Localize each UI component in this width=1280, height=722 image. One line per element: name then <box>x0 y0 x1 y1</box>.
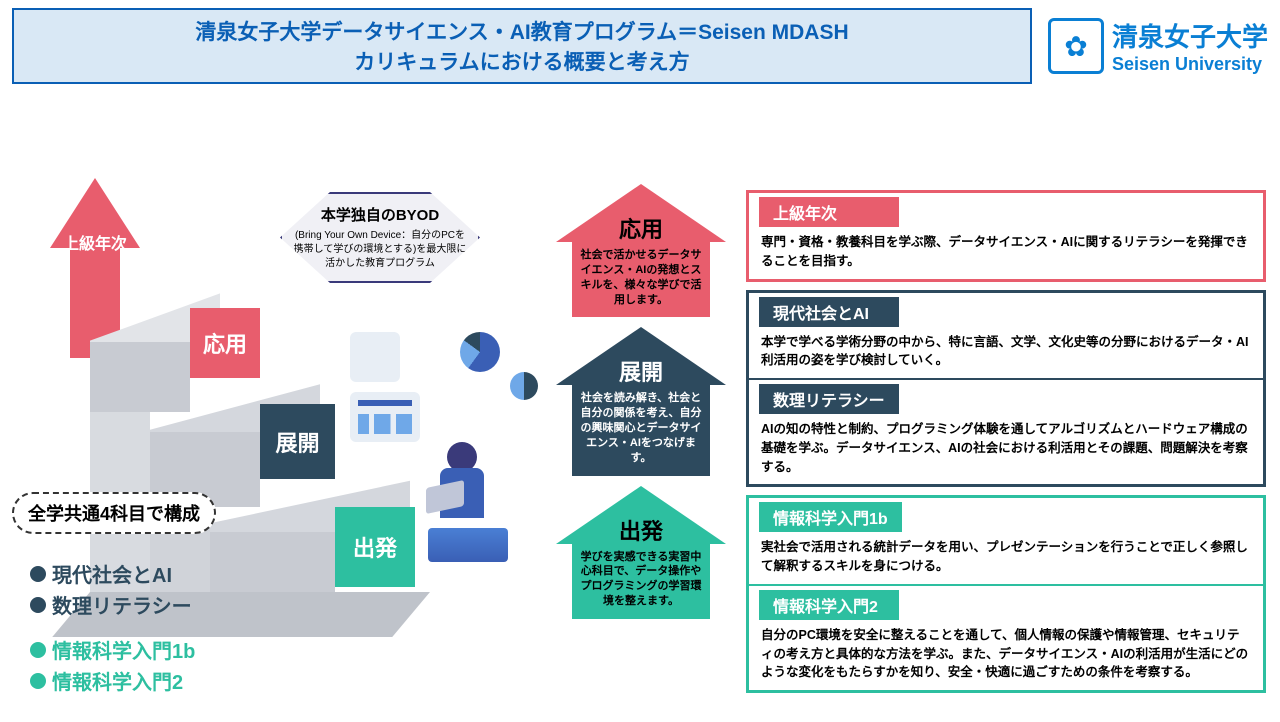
bullet-1: 数理リテラシー <box>52 590 192 619</box>
logo-en: Seisen University <box>1112 54 1268 75</box>
step-mid: 展開 <box>260 404 335 479</box>
course-bullets: 現代社会とAI 数理リテラシー 情報科学入門1b 情報科学入門2 <box>30 557 195 697</box>
right-panels: 上級年次 専門・資格・教養科目を学ぶ際、データサイエンス・AIに関するリテラシー… <box>746 190 1266 701</box>
bullet-3: 情報科学入門2 <box>52 666 183 695</box>
title-1: 清泉女子大学データサイエンス・AI教育プログラム＝Seisen MDASH <box>34 16 1010 46</box>
byod-body: (Bring Your Own Device：自分のPCを携帯して学びの環境とす… <box>290 229 470 271</box>
panel-navy-group: 現代社会とAI 本学で学べる学術分野の中から、特に言語、文学、文化史等の分野にお… <box>746 290 1266 488</box>
panel-senior: 上級年次 専門・資格・教養科目を学ぶ際、データサイエンス・AIに関するリテラシー… <box>746 190 1266 282</box>
logo-jp: 清泉女子大学 <box>1112 17 1268 54</box>
logo-icon: ✿ <box>1048 18 1104 74</box>
progression-arrows: 応用 社会で活かせるデータサイエンス・AIの発想とスキルを、様々な学びで活用しま… <box>556 184 726 629</box>
arrow-apply: 応用 社会で活かせるデータサイエンス・AIの発想とスキルを、様々な学びで活用しま… <box>556 184 726 317</box>
byod-callout: 本学独自のBYOD (Bring Your Own Device：自分のPCを携… <box>280 192 480 283</box>
step-top: 応用 <box>190 308 260 378</box>
panel-teal-group: 情報科学入門1b 実社会で活用される統計データを用い、プレゼンテーションを行うこ… <box>746 495 1266 693</box>
arrow-start: 出発 学びを実感できる実習中心科目で、データ操作やプログラミングの学習環境を整え… <box>556 486 726 619</box>
bullet-0: 現代社会とAI <box>52 559 172 588</box>
byod-title: 本学独自のBYOD <box>290 204 470 225</box>
composition-tag: 全学共通4科目で構成 <box>12 492 216 534</box>
title-box: 清泉女子大学データサイエンス・AI教育プログラム＝Seisen MDASH カリ… <box>12 8 1032 84</box>
arrow-develop: 展開 社会を読み解き、社会と自分の関係を考え、自分の興味関心とデータサイエンス・… <box>556 327 726 475</box>
title-2: カリキュラムにおける概要と考え方 <box>34 46 1010 76</box>
logo: ✿ 清泉女子大学 Seisen University <box>1048 17 1268 75</box>
chart-illustration <box>350 332 550 552</box>
advancement-label: 上級年次 <box>50 230 140 254</box>
bullet-2: 情報科学入門1b <box>52 635 195 664</box>
